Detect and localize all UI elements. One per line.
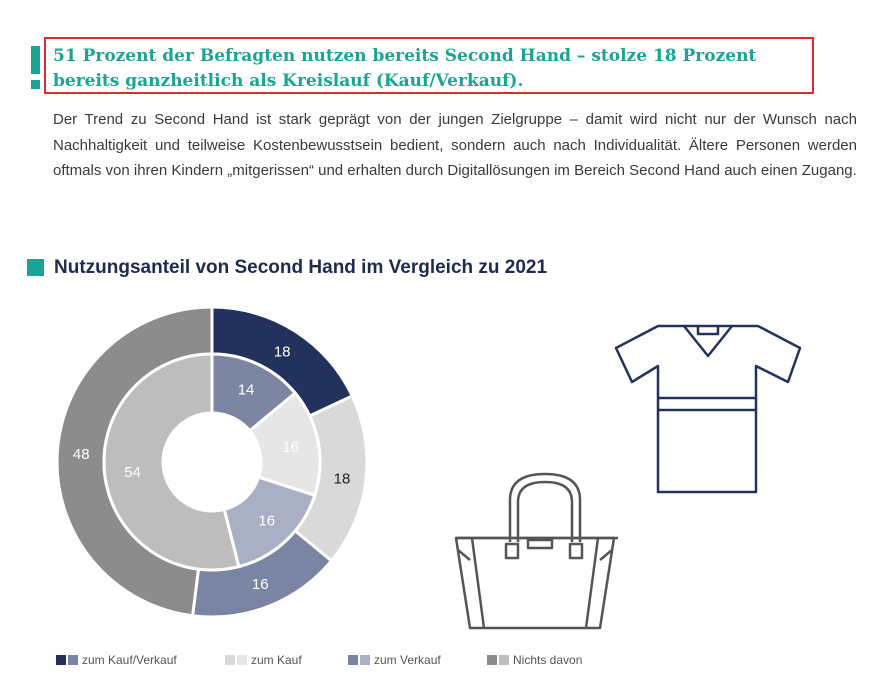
- legend-item-verkauf: zum Verkauf: [348, 653, 441, 667]
- legend-swatch-inner: [237, 655, 247, 665]
- legend-swatch-inner: [499, 655, 509, 665]
- exclamation-dot-icon: [31, 80, 40, 89]
- legend-item-nichts-davon: Nichts davon: [487, 653, 582, 667]
- legend-label: Nichts davon: [513, 653, 583, 667]
- headline: 51 Prozent der Befragten nutzen bereits …: [53, 46, 757, 91]
- outer-label-2: 16: [252, 576, 269, 593]
- legend-swatch-inner: [360, 655, 370, 665]
- inner-label-1: 16: [282, 439, 299, 456]
- t-shirt-icon: [614, 324, 802, 494]
- outer-label-3: 48: [73, 446, 90, 463]
- legend-label: zum Verkauf: [374, 653, 441, 667]
- legend-swatch-outer: [348, 655, 358, 665]
- legend-swatch-outer: [56, 655, 66, 665]
- handbag-icon: [454, 472, 618, 630]
- legend-item-kauf-verkauf: zum Kauf/Verkauf: [56, 653, 177, 667]
- inner-slice-3: [102, 352, 241, 572]
- legend-swatch-outer: [487, 655, 497, 665]
- inner-label-3: 54: [124, 464, 141, 481]
- legend-swatch-outer: [225, 655, 235, 665]
- exclamation-mark-icon: [31, 46, 40, 74]
- inner-label-0: 14: [238, 382, 255, 399]
- chart-title: Nutzungsanteil von Second Hand im Vergle…: [54, 257, 548, 278]
- chart-title-marker: [27, 259, 44, 276]
- legend-swatch-inner: [68, 655, 78, 665]
- legend-label: zum Kauf: [251, 653, 302, 667]
- inner-label-2: 16: [258, 512, 275, 529]
- intro-paragraph: Der Trend zu Second Hand ist stark geprä…: [53, 111, 857, 179]
- outer-label-1: 18: [334, 470, 351, 487]
- outer-label-0: 18: [274, 343, 291, 360]
- legend-item-kauf: zum Kauf: [225, 653, 302, 667]
- donut-chart: 18 18 16 48 14 16 16 54: [55, 305, 369, 619]
- headline-highlight-frame: [44, 37, 814, 94]
- legend-label: zum Kauf/Verkauf: [82, 653, 177, 667]
